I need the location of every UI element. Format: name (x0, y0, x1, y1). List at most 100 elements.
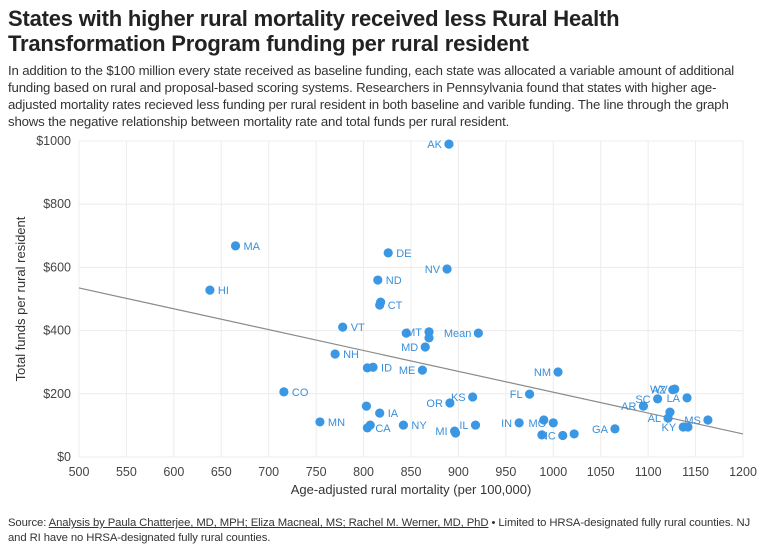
x-tick-label: 1100 (635, 465, 662, 479)
point-label: NY (411, 420, 427, 432)
point-label: AR (621, 401, 636, 413)
footer: Source: Analysis by Paula Chatterjee, MD… (8, 516, 764, 546)
axes: 500 550 600 650 700 750 800 850 900 950 1000 1050 11… (36, 134, 757, 479)
data-point-ma[interactable] (230, 241, 241, 251)
point-label: IL (459, 420, 468, 432)
data-point-vt[interactable] (338, 322, 348, 332)
x-tick-label: 1000 (539, 465, 567, 479)
data-point[interactable] (569, 429, 579, 439)
point-label: FL (510, 389, 523, 401)
data-point-ct[interactable] (375, 300, 385, 310)
point-label: SC (635, 394, 650, 406)
data-point-mo[interactable] (548, 418, 558, 428)
data-point[interactable] (401, 328, 411, 338)
data-point[interactable] (537, 430, 547, 440)
data-point-or[interactable] (445, 398, 455, 408)
data-point-ar[interactable] (638, 401, 649, 411)
point-label: NH (343, 349, 359, 361)
point-label: VT (351, 322, 365, 334)
data-point[interactable] (424, 333, 434, 343)
source-label: Source: (8, 517, 49, 529)
x-tick-label: 1050 (587, 465, 615, 479)
data-point-mn[interactable] (315, 417, 325, 427)
point-label: NC (540, 431, 556, 443)
point-label: ID (381, 362, 392, 374)
data-point-nd[interactable] (373, 275, 383, 285)
data-point-al[interactable] (663, 413, 673, 423)
data-point-ms[interactable] (703, 415, 713, 425)
point-label: NM (534, 367, 551, 379)
point-label: ME (399, 365, 416, 377)
y-tick-label: $0 (57, 450, 71, 464)
scatter-chart: 500 550 600 650 700 750 800 850 900 950 1000 1050 11… (13, 134, 757, 497)
point-label: LA (667, 393, 681, 405)
x-tick-label: 850 (401, 465, 422, 479)
data-points: AK MA DE NV ND CT HI VT MT Mean MD NH ID ME CO NM FL KS OR… (205, 139, 713, 443)
point-label: MI (435, 426, 447, 438)
data-point-ga[interactable] (610, 424, 620, 434)
x-tick-label: 750 (306, 465, 327, 479)
trendline (78, 287, 744, 435)
data-point-me[interactable] (417, 365, 427, 375)
data-point-az[interactable] (668, 385, 678, 395)
data-point-id[interactable] (368, 362, 378, 372)
data-point-ca[interactable] (362, 423, 372, 433)
data-point-de[interactable] (383, 248, 393, 258)
x-tick-label: 1200 (729, 465, 757, 479)
y-tick-label: $1000 (36, 134, 71, 148)
point-label: OR (426, 398, 443, 410)
point-label: GA (592, 424, 609, 436)
point-label: IN (501, 418, 512, 430)
y-tick-label: $400 (43, 324, 71, 338)
data-point-sc[interactable] (653, 394, 663, 404)
x-tick-label: 700 (258, 465, 279, 479)
point-label: NV (425, 264, 441, 276)
data-point[interactable] (361, 401, 372, 411)
point-label: KY (662, 422, 677, 434)
source-link[interactable]: Analysis by Paula Chatterjee, MD, MPH; E… (48, 517, 489, 529)
data-point[interactable] (450, 428, 461, 438)
y-axis-label: Total funds per rural resident (13, 216, 28, 381)
data-point[interactable] (539, 415, 549, 425)
point-label: KS (451, 392, 466, 404)
x-tick-label: 600 (163, 465, 184, 479)
point-label: CT (388, 300, 403, 312)
x-tick-label: 650 (211, 465, 232, 479)
data-point-la[interactable] (682, 393, 692, 403)
x-tick-label: 800 (353, 465, 374, 479)
data-point[interactable] (683, 422, 693, 432)
data-point-co[interactable] (279, 387, 289, 397)
x-tick-label: 550 (116, 465, 137, 479)
grid (78, 140, 744, 458)
data-point-nc[interactable] (558, 430, 568, 441)
data-point-in[interactable] (514, 418, 524, 428)
point-label: CA (375, 423, 391, 435)
data-point-ks[interactable] (468, 392, 478, 402)
data-point-ak[interactable] (444, 139, 454, 149)
chart-title: States with higher rural mortality recei… (8, 6, 620, 56)
point-label: AK (427, 139, 442, 151)
point-label: WV (650, 384, 668, 396)
point-label: MD (401, 342, 418, 354)
point-label: ND (386, 275, 402, 287)
point-label: CO (292, 387, 309, 399)
data-point-nm[interactable] (553, 367, 563, 377)
data-point-nh[interactable] (330, 349, 340, 359)
data-point-fl[interactable] (524, 389, 535, 399)
data-point-hi[interactable] (205, 285, 215, 295)
y-tick-label: $200 (43, 387, 71, 401)
point-label: AZ (652, 385, 666, 397)
data-point-il[interactable] (470, 420, 481, 430)
data-point-nv[interactable] (442, 264, 452, 274)
point-label: AL (648, 413, 661, 425)
data-point-mean[interactable] (473, 328, 483, 338)
data-point-md[interactable] (420, 342, 430, 352)
point-label: MT (406, 327, 422, 339)
point-label: MN (328, 417, 345, 429)
data-point-ia[interactable] (375, 408, 385, 418)
x-tick-label: 950 (495, 465, 516, 479)
x-tick-label: 900 (448, 465, 469, 479)
point-label: MA (244, 241, 261, 253)
y-tick-label: $600 (43, 260, 71, 274)
data-point-ny[interactable] (398, 420, 409, 430)
